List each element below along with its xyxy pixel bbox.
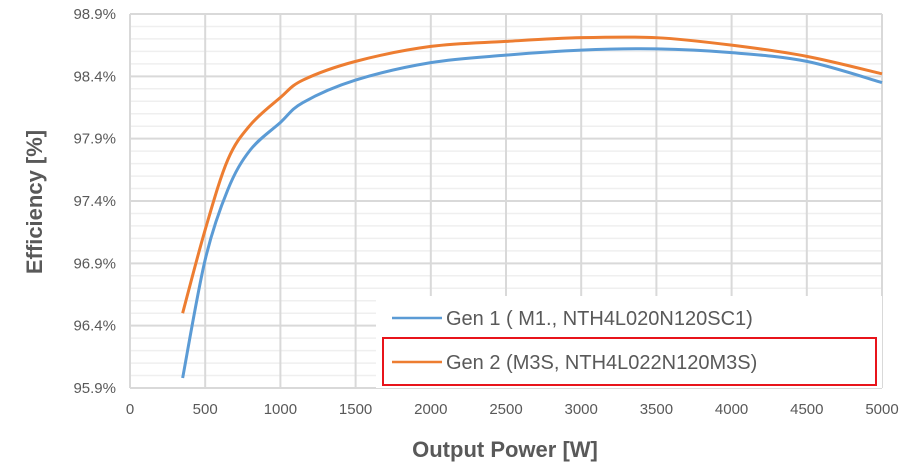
x-tick-label: 4500	[790, 401, 823, 418]
x-axis-label: Output Power [W]	[412, 437, 598, 462]
series-lines	[181, 35, 883, 379]
y-tick-label: 97.4%	[73, 193, 116, 210]
series-line-gen2	[181, 35, 883, 314]
legend-label-gen1: Gen 1 ( M1., NTH4L020N120SC1)	[446, 308, 753, 330]
y-axis-label: Efficiency [%]	[22, 130, 47, 274]
y-tick-label: 98.9%	[73, 6, 116, 23]
y-tick-label: 96.4%	[73, 318, 116, 335]
y-tick-label: 95.9%	[73, 380, 116, 397]
x-tick-label: 3000	[565, 401, 598, 418]
y-tick-label: 96.9%	[73, 255, 116, 272]
x-tick-label: 1000	[264, 401, 297, 418]
highlight-box	[382, 337, 877, 386]
series-line-gen1	[181, 47, 883, 379]
y-tick-label: 98.4%	[73, 68, 116, 85]
x-tick-label: 0	[126, 401, 134, 418]
y-tick-label: 97.9%	[73, 131, 116, 148]
x-tick-label: 5000	[865, 401, 898, 418]
x-tick-label: 500	[193, 401, 218, 418]
legend-background	[376, 296, 882, 388]
x-tick-label: 1500	[339, 401, 372, 418]
y-axis-ticks: 95.9% 96.4% 96.9% 97.4% 97.9% 98.4% 98.9%	[73, 6, 116, 397]
x-axis-ticks: 0 500 1000 1500 2000 2500 3000 3500 4000 4500 5000	[126, 401, 899, 418]
x-tick-label: 3500	[640, 401, 673, 418]
x-tick-label: 4000	[715, 401, 748, 418]
x-tick-label: 2500	[489, 401, 522, 418]
x-tick-label: 2000	[414, 401, 447, 418]
legend: Gen 1 ( M1., NTH4L020N120SC1) Gen 2 (M3S…	[376, 296, 882, 388]
legend-label-gen2: Gen 2 (M3S, NTH4L022N120M3S)	[446, 352, 757, 374]
